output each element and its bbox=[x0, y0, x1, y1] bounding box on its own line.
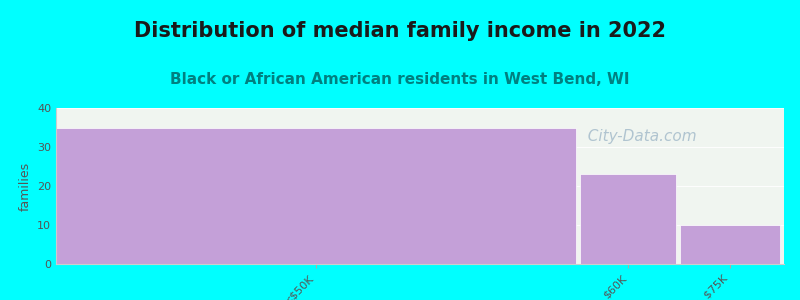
Text: Distribution of median family income in 2022: Distribution of median family income in … bbox=[134, 21, 666, 41]
Y-axis label: families: families bbox=[18, 161, 31, 211]
Text: City-Data.com: City-Data.com bbox=[578, 129, 697, 144]
Bar bbox=[56, 128, 576, 264]
Bar bbox=[580, 174, 676, 264]
Bar bbox=[680, 225, 780, 264]
Text: Black or African American residents in West Bend, WI: Black or African American residents in W… bbox=[170, 72, 630, 87]
